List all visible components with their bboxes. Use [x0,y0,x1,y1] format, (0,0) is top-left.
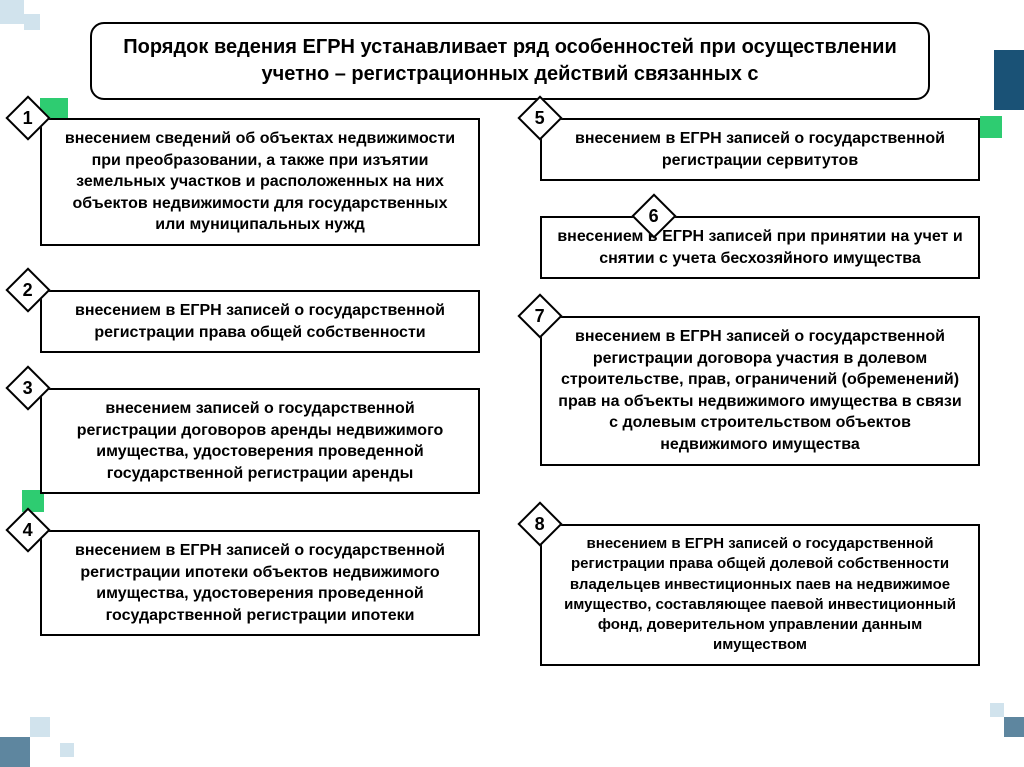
item-box-3: внесением записей о государственной реги… [40,388,480,494]
accent-square [980,116,1002,138]
item-box-1: внесением сведений об объектах недвижимо… [40,118,480,246]
item-box-2: внесением в ЕГРН записей о государственн… [40,290,480,353]
item-box-8: внесением в ЕГРН записей о государственн… [540,524,980,666]
item-box-5: внесением в ЕГРН записей о государственн… [540,118,980,181]
deco-square [990,703,1004,717]
deco-square [24,14,40,30]
item-box-7: внесением в ЕГРН записей о государственн… [540,316,980,466]
deco-square [0,0,24,24]
deco-square [1004,717,1024,737]
header-title: Порядок ведения ЕГРН устанавливает ряд о… [90,22,930,100]
deco-square [0,737,30,767]
item-box-6: внесением в ЕГРН записей при принятии на… [540,216,980,279]
deco-bar [994,50,1024,110]
item-box-4: внесением в ЕГРН записей о государственн… [40,530,480,636]
deco-square [60,743,74,757]
deco-square [30,717,50,737]
